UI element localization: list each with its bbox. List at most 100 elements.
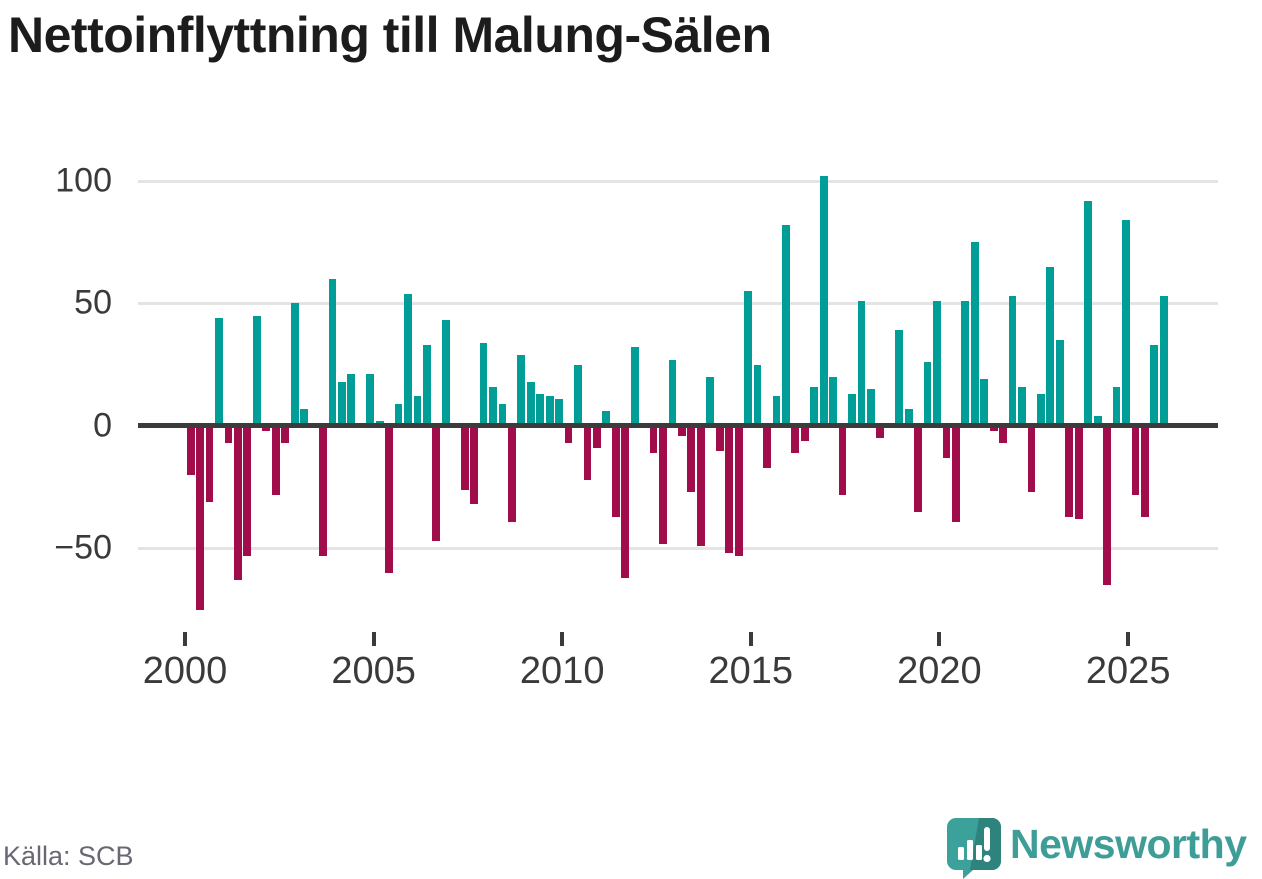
bar-2006-Q4: [441, 320, 450, 428]
bar-2019-Q2: [914, 424, 923, 512]
source-note: Källa: SCB: [3, 841, 134, 871]
bar-2021-Q4: [1008, 296, 1017, 428]
bar-2017-Q3: [848, 393, 856, 428]
bar-2025-Q2: [1140, 424, 1149, 517]
bar-2010-Q3: [583, 424, 592, 481]
bar-2008-Q3: [507, 424, 516, 522]
x-axis-tick-label: 2015: [708, 650, 794, 692]
newsworthy-bubble-icon: [947, 818, 1001, 879]
bar-2017-Q2: [838, 424, 847, 495]
chart-title: Nettoinflyttning till Malung-Sälen: [8, 7, 772, 63]
bar-2010-Q2: [574, 364, 582, 428]
gridline-y-50: [138, 546, 1218, 550]
bar-2003-Q4: [328, 278, 337, 428]
x-axis-tick-2000: [183, 632, 187, 646]
bar-2017-Q4: [857, 300, 866, 428]
bar-2012-Q4: [668, 359, 677, 428]
bar-2003-Q3: [319, 424, 327, 556]
bar-2016-Q3: [810, 386, 819, 428]
bar-2020-Q4: [970, 242, 979, 428]
bar-2010-Q4: [593, 424, 601, 449]
bar-2019-Q1: [904, 408, 913, 428]
bar-2011-Q4: [630, 347, 639, 428]
bar-2008-Q4: [517, 354, 526, 428]
bar-2013-Q1: [678, 424, 686, 436]
bar-2013-Q2: [687, 424, 696, 493]
bar-2007-Q2: [460, 424, 469, 490]
bar-2024-Q3: [1112, 386, 1121, 428]
bar-2015-Q2: [763, 424, 771, 468]
bar-2002-Q2: [271, 424, 280, 495]
y-axis-tick-label: 0: [93, 406, 112, 445]
x-axis-tick-2005: [371, 632, 376, 646]
bar-2009-Q2: [536, 393, 545, 428]
bar-2005-Q3: [394, 403, 403, 428]
bar-2020-Q3: [961, 300, 970, 428]
bar-2009-Q3: [545, 396, 554, 428]
bar-2024-Q4: [1122, 220, 1130, 428]
bar-2020-Q1: [942, 424, 951, 458]
bar-2001-Q4: [252, 315, 261, 428]
bar-2006-Q2: [422, 344, 431, 428]
bar-2001-Q1: [224, 424, 233, 444]
bar-2025-Q4: [1159, 296, 1168, 428]
bar-2001-Q3: [243, 424, 252, 556]
y-axis-tick-label: 50: [74, 283, 112, 322]
bar-2005-Q2: [385, 424, 393, 573]
bar-2022-Q3: [1037, 393, 1045, 428]
bar-2004-Q1: [337, 381, 346, 428]
newsworthy-logo: Newsworthy: [946, 817, 1258, 879]
bar-2014-Q1: [715, 424, 724, 451]
x-axis-tick-label: 2000: [142, 650, 228, 692]
bar-2016-Q2: [800, 424, 809, 441]
zero-axis-line: [138, 423, 1218, 429]
x-axis-tick-label: 2020: [897, 650, 982, 692]
bar-2018-Q4: [895, 330, 904, 428]
x-axis-tick-2020: [937, 632, 942, 646]
bar-2015-Q4: [781, 225, 790, 428]
bar-2007-Q4: [479, 342, 488, 428]
bar-2021-Q1: [980, 379, 989, 428]
x-axis-tick-2025: [1126, 632, 1131, 646]
bar-2001-Q2: [234, 424, 242, 581]
bar-2008-Q1: [489, 386, 497, 428]
bar-2009-Q4: [555, 398, 564, 428]
x-axis-tick-label: 2010: [519, 650, 605, 692]
bar-2000-Q2: [196, 424, 205, 610]
bar-2012-Q3: [659, 424, 667, 544]
bar-2016-Q4: [819, 176, 828, 428]
bar-2000-Q1: [186, 424, 195, 476]
bar-2025-Q3: [1150, 344, 1159, 428]
bar-2015-Q3: [772, 396, 781, 428]
bar-2013-Q4: [706, 376, 715, 428]
bar-2022-Q1: [1018, 386, 1026, 428]
bar-2024-Q2: [1103, 424, 1111, 586]
x-axis-tick-label: 2005: [331, 650, 416, 692]
bar-2017-Q1: [829, 376, 837, 428]
bar-2010-Q1: [564, 424, 573, 444]
bar-2006-Q3: [432, 424, 441, 542]
bar-2000-Q4: [215, 318, 223, 428]
bar-2021-Q3: [999, 424, 1008, 444]
bar-2025-Q1: [1131, 424, 1140, 495]
bar-2007-Q3: [470, 424, 478, 505]
gridline-y100: [138, 179, 1218, 183]
bar-2003-Q1: [300, 408, 308, 428]
bar-2008-Q2: [498, 403, 507, 428]
bar-2023-Q1: [1055, 340, 1064, 428]
bar-2023-Q3: [1074, 424, 1083, 520]
bar-2018-Q2: [876, 424, 885, 439]
bar-2024-Q1: [1093, 415, 1102, 428]
bar-2014-Q4: [744, 291, 752, 428]
bar-2011-Q3: [621, 424, 630, 578]
bar-2004-Q2: [347, 374, 356, 428]
y-axis-tick-label: −50: [54, 528, 112, 567]
bar-2023-Q4: [1084, 200, 1093, 428]
bar-2005-Q4: [404, 293, 412, 428]
bar-2009-Q1: [526, 381, 535, 428]
x-axis-tick-2015: [748, 632, 753, 646]
bar-2018-Q1: [866, 388, 875, 428]
bar-2019-Q4: [933, 300, 941, 428]
bar-2019-Q3: [923, 362, 932, 428]
bar-2022-Q2: [1027, 424, 1036, 493]
